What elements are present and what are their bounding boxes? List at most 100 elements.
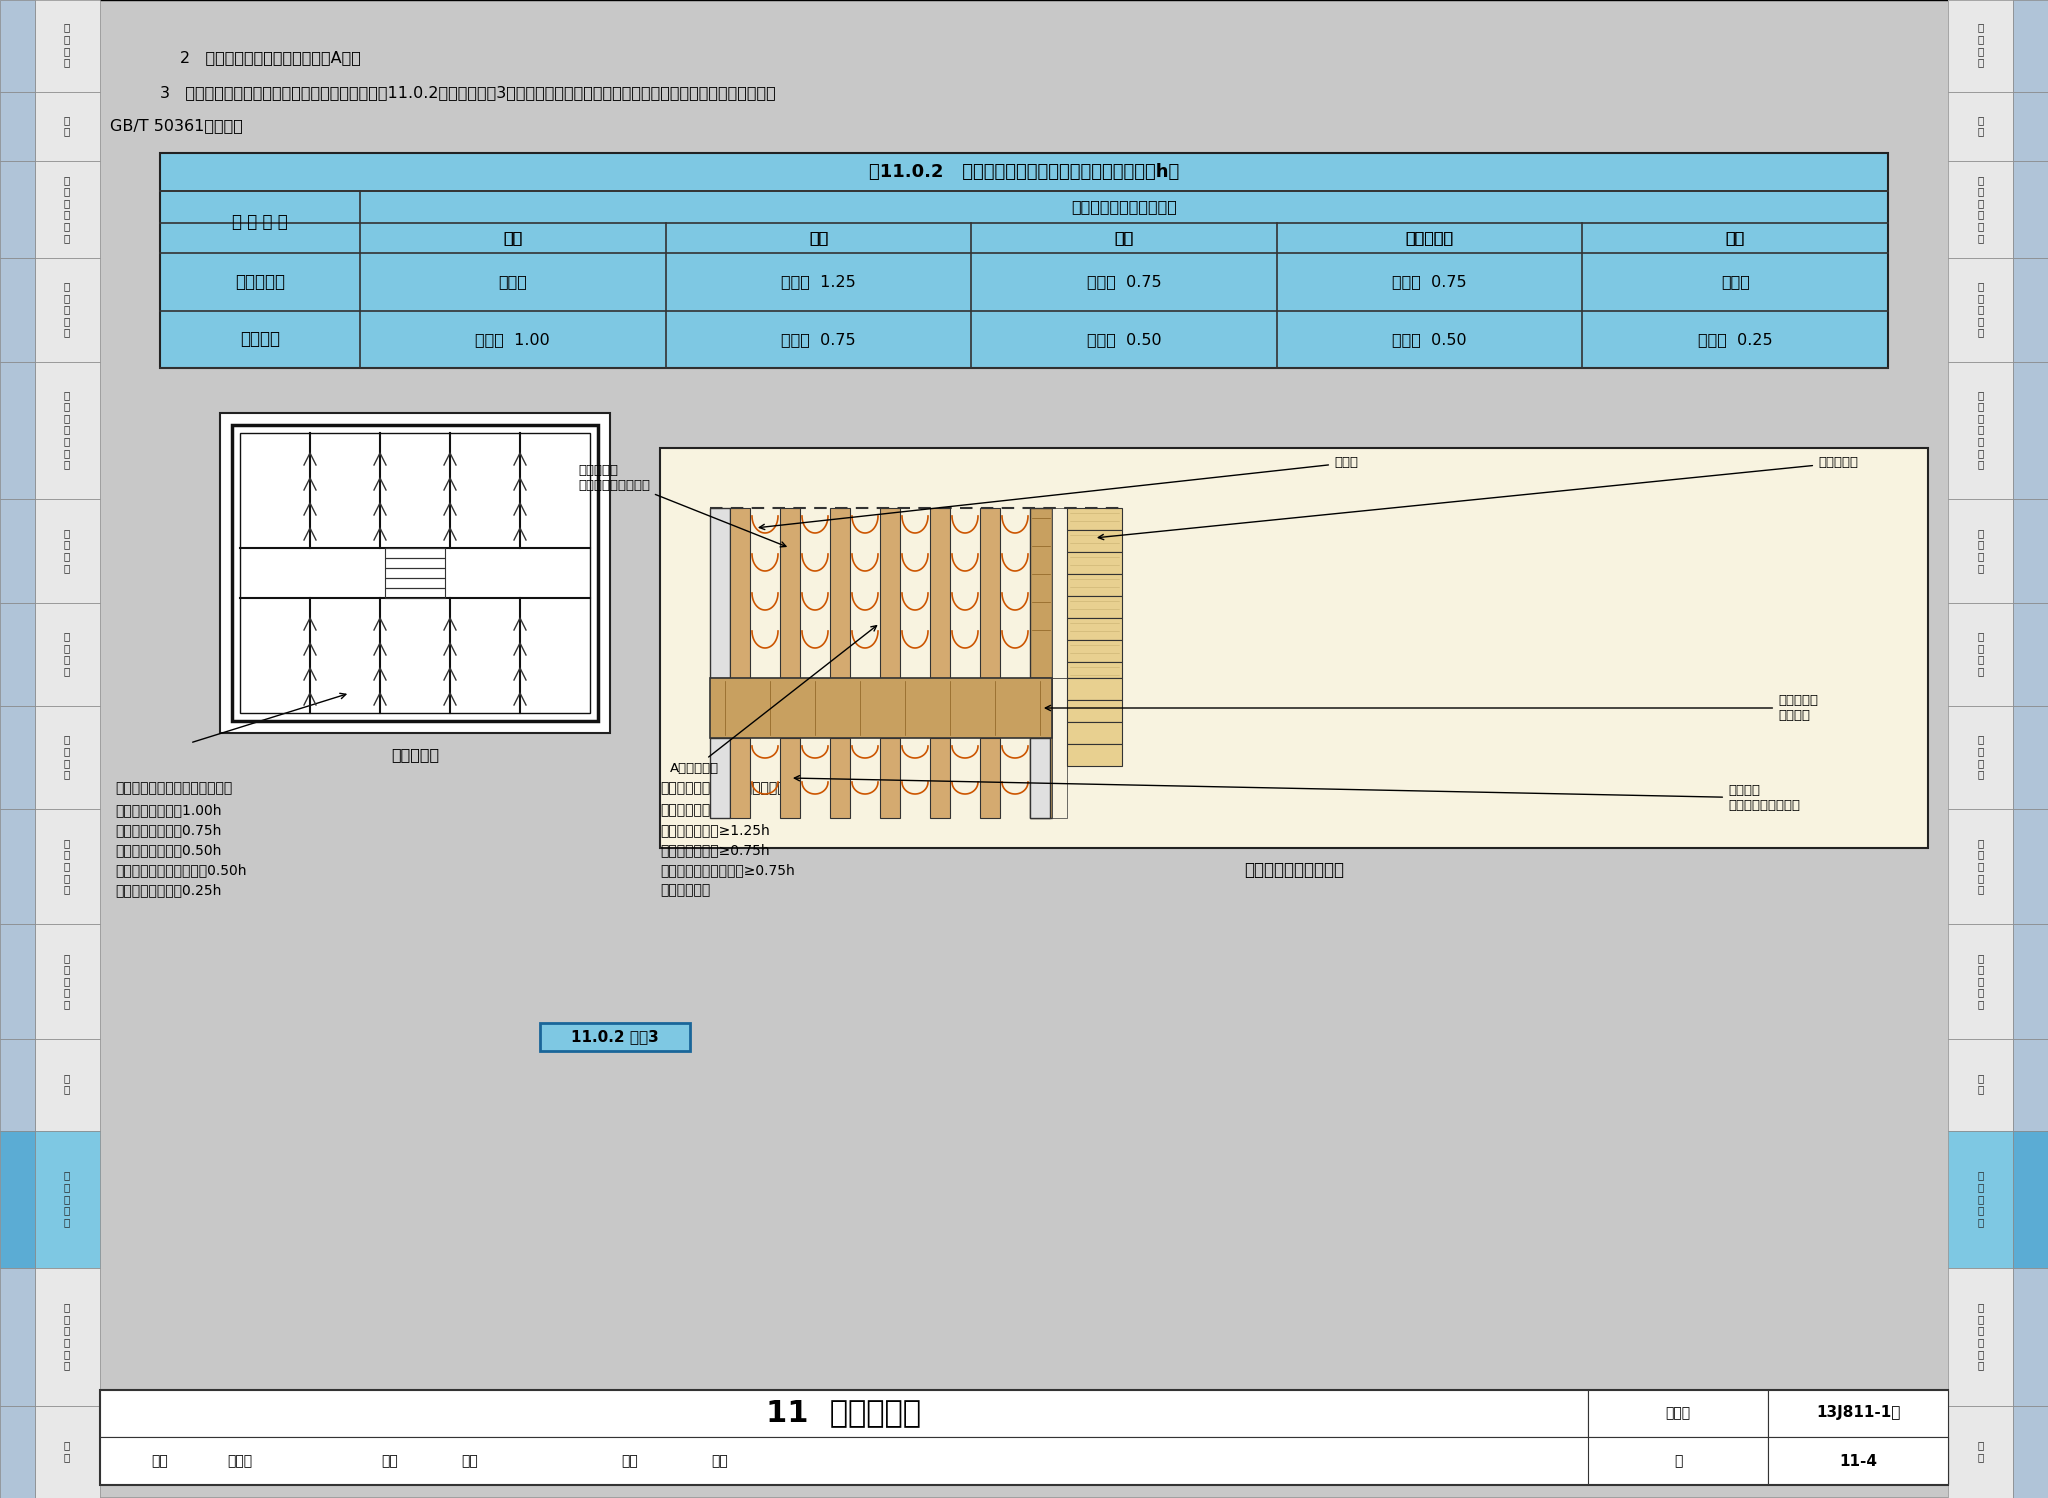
- Bar: [35, 0, 100, 1498]
- Bar: [360, 192, 1888, 369]
- Bar: [1067, 508, 1122, 530]
- Bar: [160, 153, 1888, 369]
- Text: 木结构建筑（难燃性）≥0.75h: 木结构建筑（难燃性）≥0.75h: [659, 863, 795, 876]
- Bar: [881, 508, 899, 679]
- Text: 2   墙体填充材料的燃烧性能应为A级；: 2 墙体填充材料的燃烧性能应为A级；: [180, 51, 360, 66]
- Bar: [1948, 160, 2013, 258]
- Text: 城
市
交
通
隧
道: 城 市 交 通 隧 道: [1978, 1302, 1985, 1371]
- Text: 民
用
建
筑: 民 用 建 筑: [1978, 527, 1985, 572]
- Bar: [0, 0, 35, 91]
- Bar: [0, 160, 35, 258]
- Text: 吴颖: 吴颖: [461, 1455, 479, 1468]
- Bar: [1587, 1437, 1767, 1485]
- Text: 三级（难燃性）≥0.75h: 三级（难燃性）≥0.75h: [659, 843, 770, 857]
- Bar: [35, 1131, 100, 1269]
- Text: 四级: 四级: [1726, 231, 1745, 246]
- Text: 四级（难燃性）＞0.25h: 四级（难燃性）＞0.25h: [115, 882, 221, 897]
- Bar: [2013, 1269, 2048, 1407]
- Text: 难燃性  1.25: 难燃性 1.25: [780, 274, 856, 289]
- Text: 三级: 三级: [1114, 231, 1135, 246]
- Bar: [1948, 1407, 2013, 1498]
- Bar: [729, 739, 750, 818]
- Bar: [35, 0, 100, 91]
- Text: 非承重外墙: 非承重外墙: [236, 273, 285, 291]
- Bar: [0, 258, 35, 361]
- Text: 建
筑
构
造: 建 筑 构 造: [63, 631, 70, 676]
- Bar: [1767, 1390, 1948, 1437]
- Text: 非承重外墙（木骨架组合墙体）：: 非承重外墙（木骨架组合墙体）：: [659, 780, 786, 795]
- Text: 房间隔墙: 房间隔墙: [240, 330, 281, 348]
- Bar: [1948, 1131, 2013, 1269]
- Text: 11.0.2 图示3: 11.0.2 图示3: [571, 1029, 659, 1044]
- Bar: [780, 508, 801, 679]
- Bar: [1053, 508, 1067, 679]
- Bar: [0, 361, 35, 499]
- Text: 蔡昭昀: 蔡昭昀: [227, 1455, 252, 1468]
- Bar: [1067, 619, 1122, 640]
- Text: 11  木结构建筑: 11 木结构建筑: [766, 1399, 922, 1428]
- Text: 民
用
建
筑: 民 用 建 筑: [63, 527, 70, 572]
- Text: 不允许: 不允许: [498, 274, 526, 289]
- Bar: [1767, 1437, 1948, 1485]
- Text: 三级（难燃性）＞0.50h: 三级（难燃性）＞0.50h: [115, 843, 221, 857]
- Bar: [1067, 700, 1122, 722]
- Bar: [1948, 499, 2013, 602]
- Bar: [0, 1269, 35, 1407]
- Bar: [1067, 551, 1122, 574]
- Text: 审核: 审核: [152, 1455, 168, 1468]
- Text: 平面示意图: 平面示意图: [391, 748, 438, 762]
- Text: 难燃性  1.00: 难燃性 1.00: [475, 331, 551, 346]
- Bar: [1030, 679, 1053, 818]
- Bar: [35, 160, 100, 258]
- Text: 附
录: 附 录: [63, 1441, 70, 1462]
- Text: 四级：无要求: 四级：无要求: [659, 882, 711, 897]
- Text: 木龙骨: 木龙骨: [760, 457, 1358, 530]
- Bar: [1948, 602, 2013, 706]
- Bar: [35, 499, 100, 602]
- Bar: [35, 361, 100, 499]
- Bar: [881, 739, 899, 818]
- Text: 建筑物的耐火等级或类型: 建筑物的耐火等级或类型: [1071, 199, 1178, 214]
- Bar: [1067, 530, 1122, 551]
- Text: 消
防
的
设
置: 消 防 的 设 置: [63, 837, 70, 894]
- Bar: [2013, 1407, 2048, 1498]
- Bar: [1067, 722, 1122, 745]
- Text: 3   木骨架组合墙体的燃烧性能和耐火极限应符合表11.0.2的规定【图示3】，其他要求应符合现行国家标准《木骨架组合墙体技术规范》: 3 木骨架组合墙体的燃烧性能和耐火极限应符合表11.0.2的规定【图示3】，其他…: [160, 85, 776, 100]
- Text: 电
气: 电 气: [1978, 1073, 1985, 1095]
- Bar: [0, 924, 35, 1038]
- Text: 一级（难燃性）＞1.00h: 一级（难燃性）＞1.00h: [115, 803, 221, 816]
- Text: 目
录: 目 录: [63, 115, 70, 136]
- Bar: [385, 568, 444, 578]
- Text: 附
录: 附 录: [1978, 1441, 1985, 1462]
- Text: 木结构建筑: 木结构建筑: [1405, 231, 1454, 246]
- Bar: [35, 924, 100, 1038]
- Text: GB/T 50361的规定。: GB/T 50361的规定。: [111, 118, 244, 133]
- Bar: [1067, 745, 1122, 765]
- Text: 一级：不允许: 一级：不允许: [659, 803, 711, 816]
- Bar: [2013, 1038, 2048, 1131]
- Text: 木结构建筑: 木结构建筑: [1405, 231, 1454, 246]
- Bar: [0, 1038, 35, 1131]
- Text: 表11.0.2   木骨架组合墙体的燃烧性能和耐火极限（h）: 表11.0.2 木骨架组合墙体的燃烧性能和耐火极限（h）: [868, 163, 1180, 181]
- Bar: [1948, 706, 2013, 809]
- Bar: [0, 809, 35, 924]
- Text: 电
气: 电 气: [63, 1073, 70, 1095]
- Bar: [780, 739, 801, 818]
- Text: 木
结
构
建
筑: 木 结 构 建 筑: [1978, 1170, 1985, 1227]
- Bar: [1067, 640, 1122, 662]
- Text: 非承重外墙
（木骨架组合墙体）: 非承重外墙 （木骨架组合墙体）: [578, 464, 786, 547]
- Bar: [0, 1131, 35, 1269]
- Text: 木骨架组合墙体示意图: 木骨架组合墙体示意图: [1243, 861, 1343, 879]
- Bar: [35, 809, 100, 924]
- Bar: [2013, 706, 2048, 809]
- Bar: [100, 1437, 1948, 1485]
- Bar: [1067, 574, 1122, 596]
- Bar: [1948, 258, 2013, 361]
- Bar: [711, 508, 729, 679]
- Text: 总
术
符
则
语
号: 总 术 符 则 语 号: [63, 175, 70, 243]
- Bar: [100, 1390, 1948, 1485]
- Text: 编
制
说
明: 编 制 说 明: [63, 22, 70, 67]
- Bar: [35, 258, 100, 361]
- Bar: [35, 1269, 100, 1407]
- Text: 二级: 二级: [809, 231, 827, 246]
